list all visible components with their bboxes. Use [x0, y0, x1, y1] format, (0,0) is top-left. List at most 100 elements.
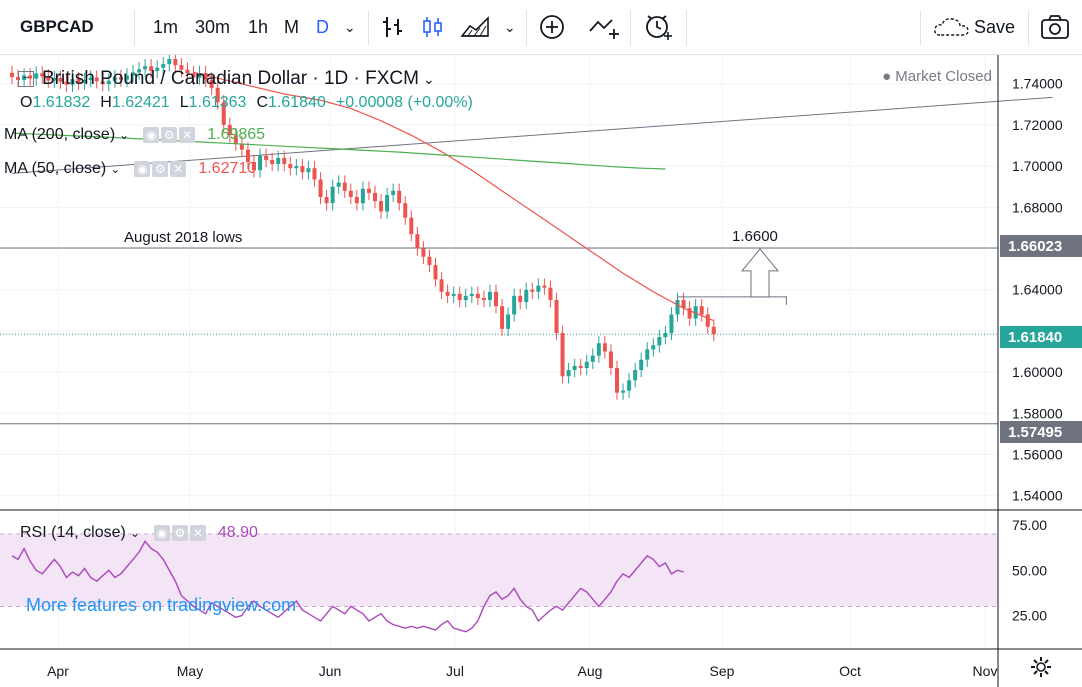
candle-body	[439, 279, 444, 292]
candle-body	[167, 59, 172, 65]
price-chart[interactable]: 1.540001.560001.580001.600001.620001.640…	[0, 55, 1082, 687]
candle-body	[530, 289, 535, 292]
candle-body	[131, 72, 135, 76]
candle-body	[10, 72, 14, 77]
level-badge: 1.66023	[1000, 235, 1082, 257]
candle-body	[46, 76, 51, 81]
time-tick-label: Nov	[973, 663, 998, 679]
gear-icon[interactable]: ⚙	[161, 127, 178, 143]
compare-icon[interactable]	[588, 0, 622, 54]
chevron-down-icon[interactable]: ⌄	[129, 526, 140, 540]
chart-legend-title[interactable]: – British Pound / Canadian Dollar · 1D ·…	[18, 68, 435, 90]
chevron-down-icon[interactable]: ⌄	[422, 70, 435, 87]
gear-icon[interactable]: ⚙	[152, 161, 169, 177]
interval-1m[interactable]: 1m	[153, 16, 179, 37]
candle-body	[64, 81, 69, 85]
cloud-icon[interactable]	[932, 0, 972, 54]
candles-style-icon[interactable]	[420, 0, 446, 54]
ma50-label: MA (50, close)	[4, 160, 107, 177]
time-tick-label: Oct	[839, 663, 861, 679]
ma50-legend[interactable]: MA (50, close) ⌄ ◉ ⚙ ✕ 1.62710	[4, 158, 256, 180]
low-label: L	[179, 94, 189, 111]
candle-body	[366, 188, 371, 193]
trendline	[11, 96, 1053, 174]
bars-style-icon[interactable]	[380, 0, 406, 54]
eye-icon[interactable]: ◉	[143, 127, 160, 143]
candle-body	[318, 179, 323, 198]
up-arrow	[740, 248, 780, 298]
close-icon[interactable]: ✕	[170, 161, 187, 177]
candles	[10, 55, 716, 400]
top-toolbar: GBPCAD 1m 30m 1h M D ⌄ ⌄ Save	[0, 0, 1082, 55]
interval-month[interactable]: M	[284, 16, 299, 37]
candle-body	[282, 157, 287, 165]
eye-icon[interactable]: ◉	[134, 161, 151, 177]
candle-body	[427, 256, 432, 265]
toolbar-divider	[920, 10, 921, 46]
add-indicator-icon[interactable]	[538, 0, 566, 54]
tradingview-watermark[interactable]: More features on tradingview.com	[26, 595, 297, 615]
chevron-down-icon[interactable]: ⌄	[344, 18, 356, 35]
collapse-icon[interactable]: –	[18, 71, 34, 87]
candle-body	[590, 355, 595, 362]
ohlc-values: O 1.61832 H 1.62421 L 1.61363 C 1.61840 +0.0…	[20, 92, 483, 114]
indicator-controls: ◉ ⚙ ✕	[134, 161, 187, 177]
candle-body	[348, 190, 353, 198]
annotations	[677, 248, 787, 305]
candle-body	[397, 190, 402, 204]
chevron-down-icon[interactable]: ⌄	[504, 18, 516, 35]
rsi-value: 48.90	[217, 524, 258, 541]
gear-icon[interactable]: ⚙	[171, 525, 188, 541]
symbol-search[interactable]: GBPCAD	[20, 17, 94, 36]
candle-body	[70, 79, 75, 85]
interval-day[interactable]: D	[316, 16, 329, 37]
price-tick-label: 1.54000	[1012, 488, 1063, 504]
candle-body	[294, 166, 299, 169]
last-price-badge: 1.61840	[1000, 326, 1082, 348]
price-tick-label: 1.70000	[1012, 158, 1063, 174]
close-icon[interactable]: ✕	[189, 525, 206, 541]
candle-body	[500, 306, 505, 329]
ma200-legend[interactable]: MA (200, close) ⌄ ◉ ⚙ ✕ 1.69865	[4, 124, 265, 146]
candle-body	[155, 67, 160, 71]
eye-icon[interactable]: ◉	[153, 525, 170, 541]
save-button[interactable]: Save	[974, 16, 1016, 37]
candle-body	[669, 314, 674, 333]
chevron-down-icon[interactable]: ⌄	[110, 162, 121, 176]
rsi-band-fill	[0, 534, 998, 607]
candle-body	[185, 69, 190, 74]
candle-body	[94, 77, 99, 82]
toolbar-divider	[134, 10, 135, 46]
moving-averages	[11, 71, 715, 322]
candle-body	[197, 73, 202, 78]
price-tick-label: 1.68000	[1012, 199, 1063, 215]
area-style-icon[interactable]	[460, 0, 490, 54]
candle-body	[487, 291, 492, 301]
candle-body	[149, 66, 154, 71]
candle-body	[239, 143, 244, 150]
alert-icon[interactable]	[642, 0, 674, 54]
rsi-legend[interactable]: RSI (14, close) ⌄ ◉ ⚙ ✕ 48.90	[20, 522, 258, 544]
high-value: 1.62421	[111, 94, 170, 111]
chevron-down-icon[interactable]: ⌄	[119, 128, 130, 142]
close-icon[interactable]: ✕	[179, 127, 196, 143]
candle-body	[82, 80, 87, 83]
candle-body	[699, 306, 704, 315]
open-value: 1.61832	[32, 94, 91, 111]
target-label: 1.6600	[732, 228, 778, 245]
camera-icon[interactable]	[1040, 0, 1070, 54]
candle-body	[215, 87, 220, 103]
candle-body	[227, 124, 232, 136]
time-tick-label: Sep	[710, 663, 735, 679]
candle-body	[645, 349, 650, 360]
ma50-value: 1.62710	[198, 160, 257, 177]
candle-body	[203, 73, 208, 80]
interval-30m[interactable]: 30m	[195, 16, 231, 37]
candle-body	[596, 343, 601, 356]
candle-body	[276, 157, 281, 165]
high-label: H	[100, 94, 112, 111]
settings-gear-icon[interactable]	[1030, 656, 1052, 683]
interval-1h[interactable]: 1h	[248, 16, 269, 37]
candle-body	[324, 197, 329, 204]
candle-body	[360, 188, 365, 204]
